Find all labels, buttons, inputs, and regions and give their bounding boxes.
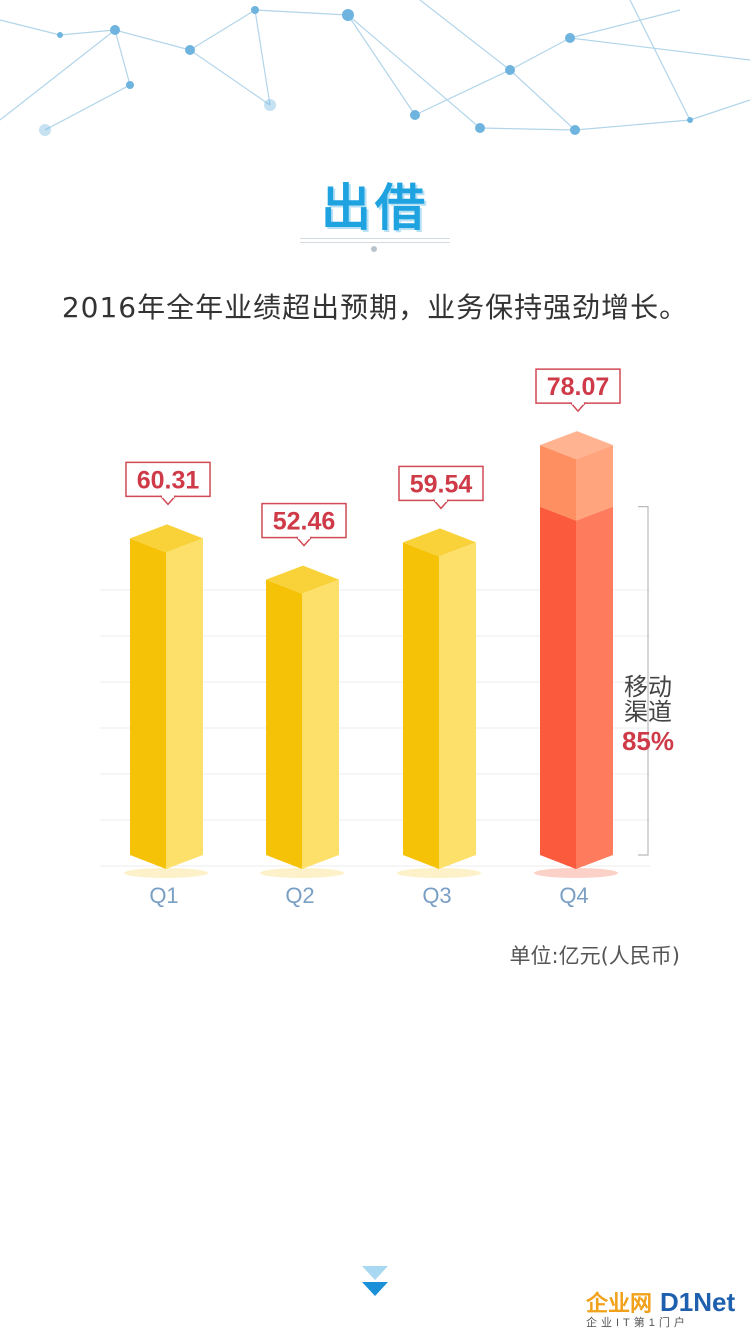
scroll-down-icon[interactable] — [360, 1262, 390, 1302]
bar-side-face — [439, 542, 476, 869]
value-label-text: 78.07 — [547, 373, 610, 401]
value-label-box — [261, 502, 347, 539]
bar-shadow — [397, 868, 481, 878]
value-label-text: 59.54 — [410, 470, 473, 498]
page-subtitle: 2016年全年业绩超出预期，业务保持强劲增长。 — [61, 291, 689, 324]
value-label-q3: 59.54 — [398, 465, 484, 510]
value-label-pointer-mask — [435, 498, 447, 502]
bar-top-face — [403, 528, 476, 557]
bar-top-face — [540, 431, 613, 460]
svg-text:D1Net: D1Net — [660, 1287, 735, 1317]
bar-front-face — [130, 538, 166, 869]
value-label-pointer-mask — [572, 401, 584, 405]
x-tick-label-q4: Q4 — [559, 883, 588, 908]
bar-shadow — [260, 868, 344, 878]
svg-text:企业IT第1门户: 企业IT第1门户 — [586, 1315, 689, 1328]
annotation-value: 85% — [622, 726, 674, 756]
bar-front-face — [266, 579, 302, 869]
value-label-text: 52.46 — [273, 508, 336, 536]
bar-q3 — [403, 528, 476, 869]
value-label-q2: 52.46 — [261, 502, 347, 547]
bar-top-face — [130, 524, 203, 553]
bar-q2 — [266, 565, 339, 869]
value-label-q4: 78.07 — [535, 368, 621, 413]
bar-side-face — [302, 579, 339, 869]
bar-side-face — [576, 506, 613, 869]
bar-front-face — [540, 506, 576, 869]
bar-shadow — [534, 868, 618, 878]
unit-note: 单位:亿元(人民币) — [509, 944, 680, 968]
network-background — [0, 0, 750, 136]
value-label-q1: 60.31 — [125, 461, 211, 506]
page-title: 出借 — [321, 179, 429, 237]
value-label-pointer-mask — [298, 536, 310, 540]
bar-q4-mobile — [540, 506, 613, 869]
bar-front-face — [540, 445, 576, 521]
bar-shadow — [124, 868, 208, 878]
watermark-logo: 企业网 D1Net 企业IT第1门户 — [586, 1287, 735, 1328]
bar-top-face — [266, 565, 339, 594]
title-divider-dot — [371, 246, 377, 252]
x-tick-label-q3: Q3 — [422, 883, 451, 908]
svg-text:企业网: 企业网 — [586, 1291, 652, 1316]
x-tick-label-q2: Q2 — [285, 883, 314, 908]
bar-q1 — [130, 524, 203, 869]
value-label-pointer-mask — [162, 494, 174, 498]
value-label-box — [535, 368, 621, 404]
title-divider — [300, 238, 450, 243]
value-label-box — [125, 461, 211, 498]
x-tick-label-q1: Q1 — [149, 883, 178, 908]
bar-side-face — [576, 445, 613, 521]
bar-side-face — [166, 538, 203, 869]
value-label-text: 60.31 — [137, 466, 200, 494]
annotation-bracket — [638, 506, 649, 856]
bar-front-face — [403, 542, 439, 869]
annotation-label-line1: 移动 — [624, 673, 672, 701]
annotation-label-line2: 渠道 — [624, 698, 672, 726]
bar-q4-other — [540, 431, 613, 521]
